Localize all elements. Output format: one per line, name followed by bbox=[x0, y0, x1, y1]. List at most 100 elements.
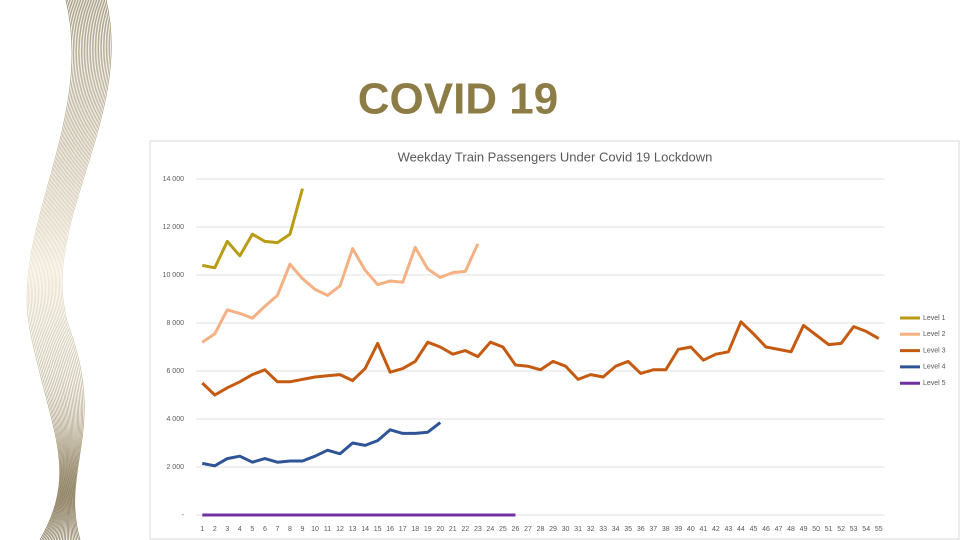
x-tick-label: 8 bbox=[288, 526, 292, 533]
x-tick-label: 40 bbox=[687, 526, 695, 533]
x-tick-label: 45 bbox=[750, 526, 758, 533]
y-tick-label: 2 000 bbox=[166, 464, 184, 471]
x-tick-label: 39 bbox=[674, 526, 682, 533]
plot-area: - 2 000 4 000 6 000 8 000 10 000 12 000 14 000 1… bbox=[163, 176, 946, 533]
x-tick-label: 50 bbox=[812, 526, 820, 533]
decoration-line bbox=[50, 0, 100, 540]
y-tick-label: - bbox=[182, 512, 185, 519]
x-tick-label: 34 bbox=[612, 526, 620, 533]
decoration-line bbox=[52, 0, 101, 540]
series-line bbox=[201, 243, 480, 344]
x-tick-label: 41 bbox=[699, 526, 707, 533]
series-line bbox=[201, 320, 880, 397]
x-tick-label: 25 bbox=[499, 526, 507, 533]
x-tick-label: 7 bbox=[275, 526, 279, 533]
decoration-line bbox=[40, 0, 89, 540]
decoration-line bbox=[45, 0, 93, 540]
x-tick-label: 20 bbox=[436, 526, 444, 533]
x-tick-label: 2 bbox=[213, 526, 217, 533]
x-tick-label: 31 bbox=[574, 526, 582, 533]
x-tick-label: 21 bbox=[449, 526, 457, 533]
x-tick-label: 52 bbox=[837, 526, 845, 533]
x-tick-label: 49 bbox=[800, 526, 808, 533]
x-tick-label: 12 bbox=[336, 526, 344, 533]
x-tick-label: 43 bbox=[725, 526, 733, 533]
x-tick-label: 38 bbox=[662, 526, 670, 533]
x-tick-label: 53 bbox=[850, 526, 858, 533]
x-tick-label: 18 bbox=[411, 526, 419, 533]
x-tick-label: 14 bbox=[361, 526, 369, 533]
legend-label: Level 3 bbox=[923, 347, 946, 354]
x-tick-label: 32 bbox=[587, 526, 595, 533]
series-line bbox=[201, 421, 442, 468]
x-tick-label: 6 bbox=[263, 526, 267, 533]
x-tick-label: 22 bbox=[461, 526, 469, 533]
decoration-line bbox=[56, 0, 106, 540]
decoration-line bbox=[59, 0, 109, 540]
x-tick-label: 11 bbox=[324, 526, 331, 533]
x-tick-label: 44 bbox=[737, 526, 745, 533]
x-tick-label: 51 bbox=[825, 526, 833, 533]
decoration-line bbox=[39, 0, 87, 540]
x-tick-label: 13 bbox=[349, 526, 357, 533]
y-tick-label: 10 000 bbox=[163, 272, 185, 279]
legend-label: Level 5 bbox=[923, 380, 946, 387]
x-tick-label: 1 bbox=[200, 526, 204, 533]
decoration-line bbox=[35, 0, 82, 540]
x-tick-label: 28 bbox=[537, 526, 545, 533]
x-tick-label: 26 bbox=[512, 526, 520, 533]
decoration-line bbox=[57, 0, 107, 540]
decoration-line bbox=[54, 0, 104, 540]
decoration-line bbox=[47, 0, 96, 540]
y-tick-label: 8 000 bbox=[166, 320, 184, 327]
x-tick-label: 54 bbox=[862, 526, 870, 533]
x-tick-label: 19 bbox=[424, 526, 432, 533]
decoration bbox=[26, 0, 112, 540]
decoration-line bbox=[53, 0, 103, 540]
x-tick-label: 29 bbox=[549, 526, 557, 533]
decoration-line bbox=[30, 0, 78, 540]
legend-label: Level 4 bbox=[923, 364, 946, 371]
x-tick-label: 17 bbox=[399, 526, 407, 533]
decoration-line bbox=[61, 0, 112, 540]
y-tick-label: 14 000 bbox=[163, 176, 185, 183]
decoration-line bbox=[49, 0, 98, 540]
x-tick-label: 35 bbox=[624, 526, 632, 533]
x-tick-label: 15 bbox=[374, 526, 382, 533]
x-tick-label: 48 bbox=[787, 526, 795, 533]
x-tick-label: 37 bbox=[649, 526, 657, 533]
slide-title: COVID 19 bbox=[358, 75, 559, 124]
decoration-line bbox=[36, 0, 84, 540]
decoration-line bbox=[33, 0, 81, 540]
x-tick-label: 47 bbox=[775, 526, 783, 533]
decoration-line bbox=[28, 0, 75, 540]
chart-title: Weekday Train Passengers Under Covid 19 … bbox=[398, 149, 713, 164]
x-tick-label: 5 bbox=[250, 526, 254, 533]
decoration-line bbox=[60, 0, 110, 540]
series-line bbox=[201, 188, 304, 270]
decoration-line bbox=[46, 0, 95, 540]
decoration-line bbox=[26, 0, 73, 540]
x-tick-label: 36 bbox=[637, 526, 645, 533]
legend-label: Level 1 bbox=[923, 315, 946, 322]
decoration-line bbox=[32, 0, 79, 540]
y-tick-label: 4 000 bbox=[166, 416, 184, 423]
x-tick-label: 46 bbox=[762, 526, 770, 533]
x-tick-label: 55 bbox=[875, 526, 883, 533]
x-tick-label: 9 bbox=[301, 526, 305, 533]
x-tick-label: 30 bbox=[562, 526, 570, 533]
y-tick-label: 12 000 bbox=[163, 224, 185, 231]
legend-label: Level 2 bbox=[923, 331, 946, 338]
x-tick-label: 3 bbox=[225, 526, 229, 533]
x-tick-label: 16 bbox=[386, 526, 394, 533]
x-tick-label: 24 bbox=[486, 526, 494, 533]
chart-frame bbox=[149, 140, 960, 540]
x-tick-label: 27 bbox=[524, 526, 532, 533]
x-tick-label: 10 bbox=[311, 526, 319, 533]
decoration-line bbox=[29, 0, 76, 540]
decoration-line bbox=[38, 0, 85, 540]
x-tick-label: 42 bbox=[712, 526, 720, 533]
decoration-line bbox=[42, 0, 90, 540]
x-tick-label: 23 bbox=[474, 526, 482, 533]
